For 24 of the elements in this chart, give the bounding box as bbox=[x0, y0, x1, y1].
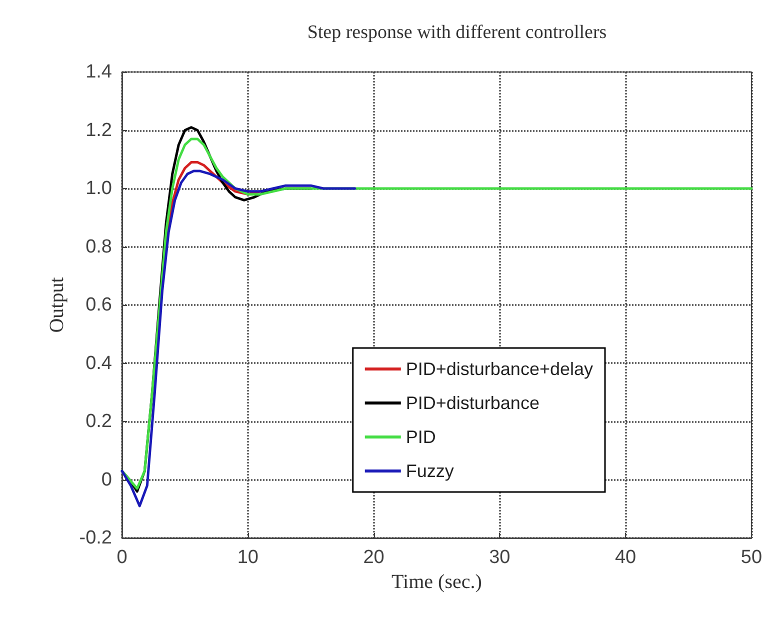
y-tick-label: 0.4 bbox=[86, 352, 112, 374]
chart-title: Step response with different controllers bbox=[307, 22, 607, 43]
y-tick-label: 1.4 bbox=[86, 62, 112, 82]
y-tick-label: 1.0 bbox=[86, 178, 112, 199]
y-tick-label: -0.2 bbox=[79, 528, 112, 548]
x-tick-label: 50 bbox=[740, 547, 762, 568]
line-series bbox=[120, 170, 356, 508]
legend-label: PID bbox=[406, 427, 436, 447]
legend-label: Fuzzy bbox=[406, 461, 454, 481]
x-tick-label: 30 bbox=[489, 547, 510, 568]
y-axis-title: Output bbox=[46, 276, 68, 333]
y-tick-label: 0.8 bbox=[86, 236, 112, 258]
y-tick-label: 0.6 bbox=[86, 294, 112, 316]
legend-label: PID+disturbance+delay bbox=[406, 359, 594, 379]
x-axis-title: Time (sec.) bbox=[392, 570, 482, 593]
x-tick-label: 40 bbox=[614, 547, 636, 568]
x-tick-label: 0 bbox=[116, 547, 128, 568]
x-tick-label: 10 bbox=[237, 547, 258, 568]
line-series bbox=[120, 138, 753, 490]
y-tick-label: 0 bbox=[101, 469, 112, 490]
x-tick-label: 20 bbox=[363, 547, 384, 568]
legend-label: PID+disturbance bbox=[406, 393, 540, 413]
y-tick-label: 0.2 bbox=[86, 411, 112, 432]
y-tick-label: 1.2 bbox=[86, 120, 112, 141]
